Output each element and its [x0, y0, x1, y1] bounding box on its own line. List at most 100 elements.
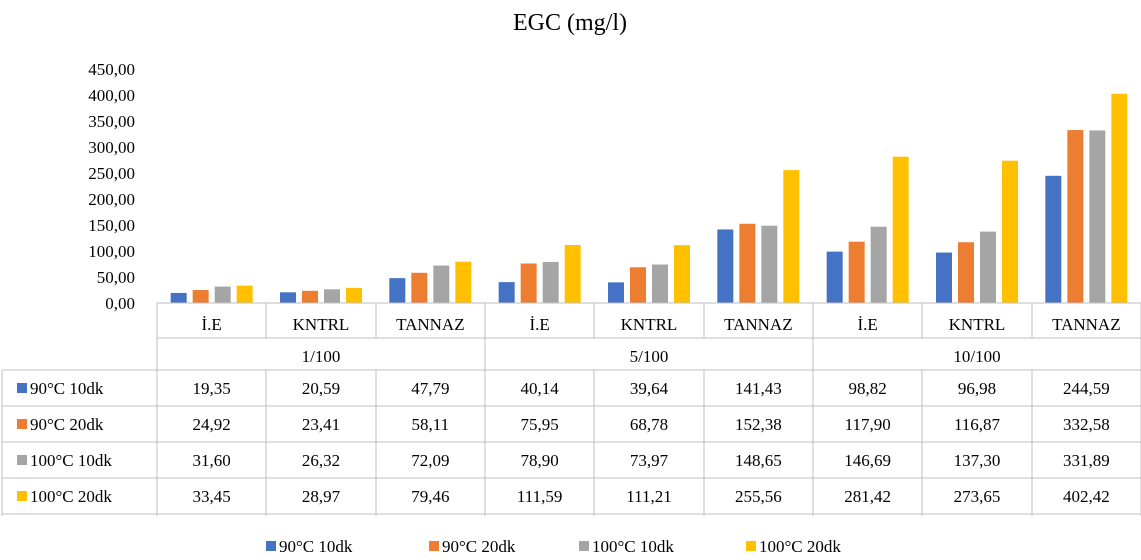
y-tick-label: 150,00 — [88, 216, 135, 235]
data-label: 78,90 — [521, 451, 559, 470]
bar — [1089, 130, 1106, 303]
data-label: 146,69 — [844, 451, 891, 470]
category-label: İ.E — [858, 315, 878, 334]
bar — [608, 282, 624, 303]
category-label: KNTRL — [949, 315, 1006, 334]
legend: 90°C 10dk 90°C 20dk 100°C 10dk 100°C 20dk — [266, 537, 841, 556]
data-label: 98,82 — [849, 379, 887, 398]
bar — [346, 287, 362, 303]
data-label: 402,42 — [1063, 487, 1110, 506]
bar — [236, 285, 253, 303]
y-tick-label: 0,00 — [105, 294, 135, 313]
bar — [1002, 160, 1018, 303]
bar — [717, 229, 734, 303]
bar — [280, 292, 296, 303]
data-label: 31,60 — [193, 451, 231, 470]
data-label: 273,65 — [954, 487, 1001, 506]
bar — [498, 282, 515, 303]
category-label: TANNAZ — [1052, 315, 1121, 334]
data-label: 75,95 — [521, 415, 559, 434]
category-label: KNTRL — [621, 315, 678, 334]
bar — [848, 241, 865, 303]
bar — [389, 278, 406, 303]
legend-swatch — [429, 541, 439, 551]
bar — [324, 289, 340, 303]
data-label: 79,46 — [411, 487, 449, 506]
data-label: 137,30 — [954, 451, 1001, 470]
bar — [936, 252, 952, 303]
category-label: KNTRL — [293, 315, 350, 334]
data-label: 255,56 — [735, 487, 782, 506]
bar — [542, 261, 559, 303]
data-label: 39,64 — [630, 379, 669, 398]
y-tick-label: 50,00 — [97, 268, 135, 287]
bar — [411, 272, 428, 303]
y-tick-label: 350,00 — [88, 112, 135, 131]
data-label: 68,78 — [630, 415, 668, 434]
data-label: 23,41 — [302, 415, 340, 434]
bar — [870, 226, 887, 303]
y-tick-label: 200,00 — [88, 190, 135, 209]
y-tick-label: 400,00 — [88, 86, 135, 105]
bar — [1045, 175, 1062, 303]
data-label: 33,45 — [193, 487, 231, 506]
bar — [652, 264, 668, 303]
series-name: 100°C 10dk — [30, 451, 112, 470]
data-label: 152,38 — [735, 415, 782, 434]
bar — [520, 263, 537, 303]
group-label: 10/100 — [953, 347, 1000, 366]
bar — [170, 292, 187, 303]
data-label: 141,43 — [735, 379, 782, 398]
legend-key — [17, 383, 27, 393]
bar — [1111, 93, 1128, 303]
data-label: 19,35 — [193, 379, 231, 398]
data-label: 72,09 — [411, 451, 449, 470]
category-label: İ.E — [202, 315, 222, 334]
bar — [214, 286, 231, 303]
bar — [564, 244, 581, 303]
data-label: 111,59 — [517, 487, 563, 506]
legend-key — [17, 491, 27, 501]
data-label: 58,11 — [412, 415, 450, 434]
data-label: 281,42 — [844, 487, 891, 506]
y-tick-label: 100,00 — [88, 242, 135, 261]
legend-key — [17, 455, 27, 465]
legend-key — [17, 419, 27, 429]
data-label: 96,98 — [958, 379, 996, 398]
legend-label: 90°C 10dk — [279, 537, 353, 556]
data-label: 20,59 — [302, 379, 340, 398]
category-label: TANNAZ — [396, 315, 465, 334]
data-label: 111,21 — [626, 487, 672, 506]
y-tick-label: 250,00 — [88, 164, 135, 183]
bar — [630, 267, 646, 303]
data-label: 40,14 — [521, 379, 560, 398]
series-name: 90°C 10dk — [30, 379, 104, 398]
group-label: 5/100 — [630, 347, 669, 366]
data-table: İ.E KNTRL TANNAZ İ.E KNTRL TANNAZ İ.E KNTRL TANN… — [1, 302, 1141, 516]
data-label: 73,97 — [630, 451, 669, 470]
category-label: İ.E — [530, 315, 550, 334]
data-label: 116,87 — [954, 415, 1001, 434]
legend-swatch — [579, 541, 589, 551]
chart-title: EGC (mg/l) — [513, 10, 627, 36]
bar — [980, 231, 996, 303]
data-label: 331,89 — [1063, 451, 1110, 470]
bar — [826, 251, 843, 303]
data-label: 117,90 — [845, 415, 891, 434]
bar — [192, 290, 209, 303]
legend-swatch — [746, 541, 756, 551]
bar — [761, 225, 778, 303]
series-name: 100°C 20dk — [30, 487, 112, 506]
bar — [958, 242, 974, 303]
legend-swatch — [266, 541, 276, 551]
bar — [455, 261, 472, 303]
legend-label: 100°C 10dk — [592, 537, 674, 556]
bar — [674, 245, 690, 303]
bar — [783, 170, 800, 303]
y-axis: 0,00 50,00 100,00 150,00 200,00 250,00 300,00 3… — [88, 60, 135, 313]
bar — [892, 156, 909, 303]
data-label: 24,92 — [193, 415, 231, 434]
legend-label: 90°C 20dk — [442, 537, 516, 556]
series-name: 90°C 20dk — [30, 415, 104, 434]
